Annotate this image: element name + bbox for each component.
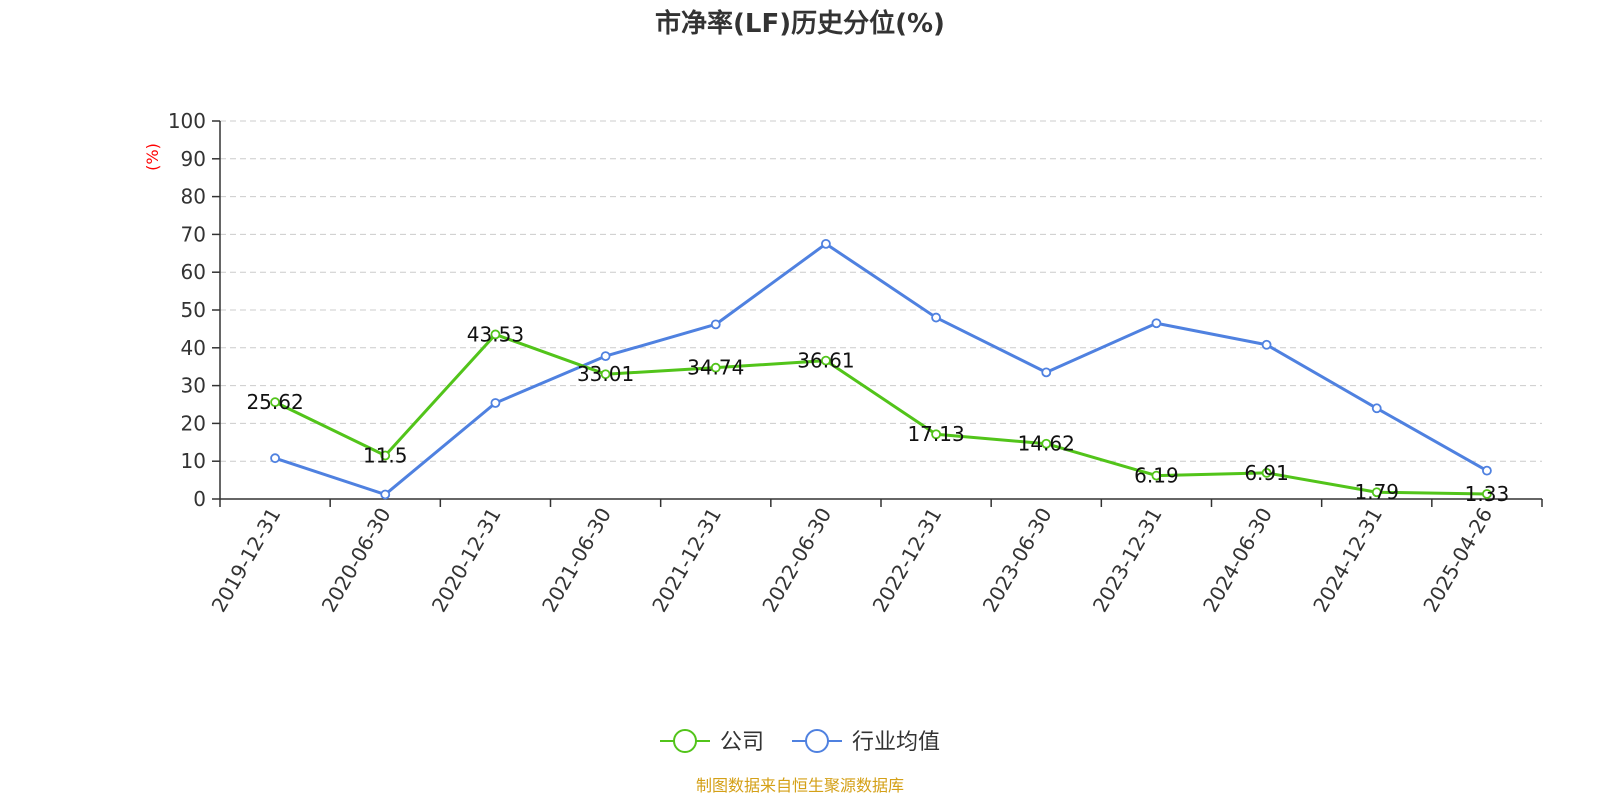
chart-title: 市净率(LF)历史分位(%) [655, 8, 945, 39]
data-point-industry-average [1041, 367, 1052, 378]
legend-item-company[interactable]: 公司 [660, 729, 764, 755]
source-note: 制图数据来自恒生聚源数据库 [696, 776, 904, 795]
data-point-industry-average [931, 312, 941, 323]
data-point-company [931, 429, 941, 440]
y-tick-label: 30 [181, 374, 206, 398]
data-point-company [1261, 467, 1272, 478]
data-point-industry-average [600, 351, 611, 362]
x-tick-label: 2022-12-31 [868, 504, 947, 617]
y-axis-label: (%) [143, 143, 162, 171]
legend-circle-icon [673, 729, 697, 753]
y-tick-label: 100 [168, 109, 206, 133]
data-label: 25.62 [246, 390, 303, 414]
x-tick-label: 2021-12-31 [647, 504, 726, 617]
x-tick-label: 2024-06-30 [1198, 504, 1277, 617]
x-tick-label: 2023-06-30 [978, 504, 1057, 617]
axes: 0 10 20 30 40 50 60 70 80 90 100 2019-12-31 2020-06-… [168, 109, 1543, 617]
data-label: 36.61 [797, 349, 854, 373]
data-point-company [1371, 487, 1382, 498]
data-point-industry-average [1151, 318, 1162, 329]
data-point-industry-average [490, 398, 501, 408]
x-tick-label: 2020-12-31 [427, 504, 506, 617]
data-point-company [380, 450, 391, 461]
data-point-industry-average [1482, 465, 1492, 476]
y-tick-label: 90 [181, 147, 206, 171]
legend-label: 行业均值 [852, 730, 940, 755]
data-labels: 25.62 11.5 43.53 33.01 34.74 36.61 17.13 14.62 6… [246, 322, 1509, 506]
data-label: 11.5 [363, 444, 408, 468]
series [270, 238, 1492, 500]
data-point-company [490, 329, 501, 340]
data-point-company [710, 362, 721, 373]
data-point-company [600, 369, 611, 380]
y-tick-label: 70 [181, 222, 206, 246]
x-tick-label: 2022-06-30 [757, 504, 836, 617]
y-tick-label: 10 [181, 449, 206, 473]
series-line-company [274, 332, 1487, 496]
legend-item-industry-average[interactable]: 行业均值 [792, 729, 940, 755]
data-point-company [270, 397, 280, 408]
data-point-industry-average [821, 238, 831, 249]
data-point-industry-average [710, 319, 721, 330]
x-tick-label: 2024-12-31 [1308, 504, 1387, 617]
data-label: 6.91 [1244, 461, 1289, 485]
data-label: 17.13 [907, 422, 964, 446]
y-tick-label: 80 [181, 185, 206, 209]
data-label: 33.01 [577, 362, 634, 386]
data-label: 14.62 [1018, 432, 1075, 456]
x-tick-label: 2020-06-30 [317, 504, 396, 617]
x-tick-label: 2023-12-31 [1088, 504, 1167, 617]
data-point-company [821, 355, 831, 366]
data-label: 34.74 [687, 356, 744, 380]
y-tick-label: 20 [181, 411, 206, 435]
data-point-industry-average [270, 453, 280, 464]
grid [220, 120, 1542, 462]
legend-circle-icon [805, 729, 829, 753]
data-point-industry-average [1371, 403, 1382, 414]
y-tick-label: 60 [181, 260, 206, 284]
data-point-company [1151, 470, 1162, 481]
data-point-company [1041, 438, 1052, 449]
data-label: 6.19 [1134, 464, 1179, 488]
data-label: 1.33 [1465, 482, 1510, 506]
legend: 公司 行业均值 [660, 729, 940, 755]
y-tick-label: 0 [193, 487, 206, 511]
y-tick-label: 50 [181, 298, 206, 322]
data-label: 43.53 [467, 322, 524, 346]
data-point-company [1482, 489, 1492, 499]
data-point-industry-average [1261, 339, 1272, 350]
x-tick-label: 2021-06-30 [537, 504, 616, 617]
data-label: 1.79 [1354, 480, 1399, 504]
x-tick-label: 2025-04-26 [1418, 504, 1497, 617]
y-tick-label: 40 [181, 336, 206, 360]
series-line-industry-average [274, 242, 1488, 496]
x-tick-label: 2019-12-31 [207, 504, 286, 617]
data-point-industry-average [380, 489, 391, 500]
legend-label: 公司 [720, 730, 764, 755]
